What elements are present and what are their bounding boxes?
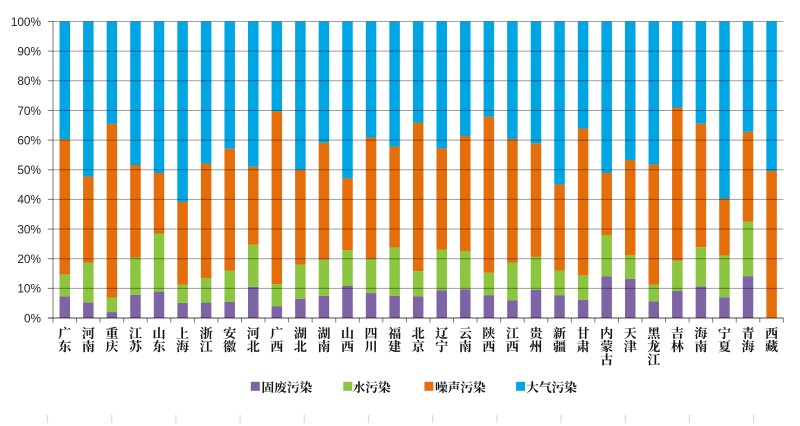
svg-text:60%: 60%: [17, 133, 41, 147]
svg-text:100%: 100%: [11, 15, 42, 29]
svg-text:90%: 90%: [17, 44, 41, 58]
svg-text:10%: 10%: [17, 282, 41, 296]
svg-text:50%: 50%: [17, 163, 41, 177]
svg-text:70%: 70%: [17, 104, 41, 118]
svg-text:20%: 20%: [17, 252, 41, 266]
svg-text:40%: 40%: [17, 193, 41, 207]
svg-text:80%: 80%: [17, 74, 41, 88]
svg-text:30%: 30%: [17, 222, 41, 236]
svg-text:0%: 0%: [24, 311, 42, 325]
